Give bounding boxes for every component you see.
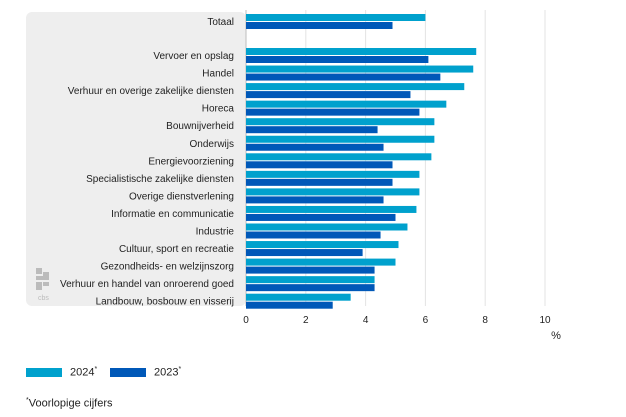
category-label: Informatie en communicatie xyxy=(111,209,234,220)
x-tick-label: 10 xyxy=(539,315,551,326)
category-label: Onderwijs xyxy=(190,139,234,150)
bar-2023 xyxy=(246,161,393,169)
category-label: Vervoer en opslag xyxy=(153,51,234,62)
bar-2023 xyxy=(246,301,333,309)
x-tick-label: 4 xyxy=(363,315,369,326)
bar-2023 xyxy=(246,108,420,116)
x-tick-label: 6 xyxy=(423,315,429,326)
bar-2023 xyxy=(246,213,396,221)
category-label: Handel xyxy=(202,69,234,80)
cbs-logo-icon: cbs xyxy=(36,268,49,302)
legend-label-2023: 2023* xyxy=(154,366,182,379)
x-tick-label: 8 xyxy=(482,315,488,326)
bar-2023 xyxy=(246,73,441,81)
category-label: Gezondheids- en welzijnszorg xyxy=(101,262,234,273)
bar-2023 xyxy=(246,178,393,186)
cbs-logo-text: cbs xyxy=(38,295,49,302)
category-label: Verhuur en handel van onroerend goed xyxy=(60,279,234,290)
bar-2023 xyxy=(246,231,381,239)
category-label: Landbouw, bosbouw en visserij xyxy=(96,297,234,308)
bar-2024 xyxy=(246,14,426,21)
bars xyxy=(246,14,477,309)
bar-2023 xyxy=(246,284,375,292)
bar-2024 xyxy=(246,241,399,249)
bar-2023 xyxy=(246,143,384,151)
bar-2024 xyxy=(246,293,351,301)
category-label: Horeca xyxy=(202,104,235,115)
bar-2024 xyxy=(246,276,375,284)
bar-2024 xyxy=(246,48,477,55)
category-label: Verhuur en overige zakelijke diensten xyxy=(68,86,234,97)
bar-2024 xyxy=(246,205,417,213)
bar-2024 xyxy=(246,83,465,91)
category-label: Bouwnijverheid xyxy=(166,121,234,132)
label-panel xyxy=(26,12,246,306)
bar-2024 xyxy=(246,118,435,126)
bar-2024 xyxy=(246,170,420,178)
bar-2024 xyxy=(246,65,474,73)
legend-swatch-2024 xyxy=(26,367,62,377)
x-tick-labels: 0 2 4 6 8 10 xyxy=(243,315,551,326)
bar-2023 xyxy=(246,22,393,29)
bar-2024 xyxy=(246,135,435,143)
bar-2023 xyxy=(246,126,378,134)
category-label: Industrie xyxy=(196,227,235,238)
footnote: *Voorlopige cijfers xyxy=(26,397,113,410)
bar-2023 xyxy=(246,249,363,257)
category-label: Overige dienstverlening xyxy=(129,191,234,202)
legend-item-2023: 2023* xyxy=(110,366,181,379)
category-label: Energievoorziening xyxy=(148,156,234,167)
x-tick-label: 0 xyxy=(243,315,249,326)
x-tick-label: 2 xyxy=(303,315,309,326)
bar-2024 xyxy=(246,258,396,266)
bar-2024 xyxy=(246,153,432,161)
category-label: Cultuur, sport en recreatie xyxy=(119,244,234,255)
category-label: Totaal xyxy=(207,17,234,28)
category-labels: Totaal Vervoer en opslag Handel Verhuur en … xyxy=(60,17,234,308)
category-label: Specialistische zakelijke diensten xyxy=(86,174,234,185)
legend-item-2024: 2024* xyxy=(26,366,97,379)
bar-2024 xyxy=(246,100,447,108)
bar-2023 xyxy=(246,91,411,99)
bar-2024 xyxy=(246,223,408,231)
x-axis-label: % xyxy=(551,330,561,342)
legend-swatch-2023 xyxy=(110,367,146,377)
bar-2024 xyxy=(246,188,420,196)
legend-label-2024: 2024* xyxy=(70,366,98,379)
bar-2023 xyxy=(246,56,429,63)
bar-2023 xyxy=(246,196,384,204)
bar-2023 xyxy=(246,266,375,274)
